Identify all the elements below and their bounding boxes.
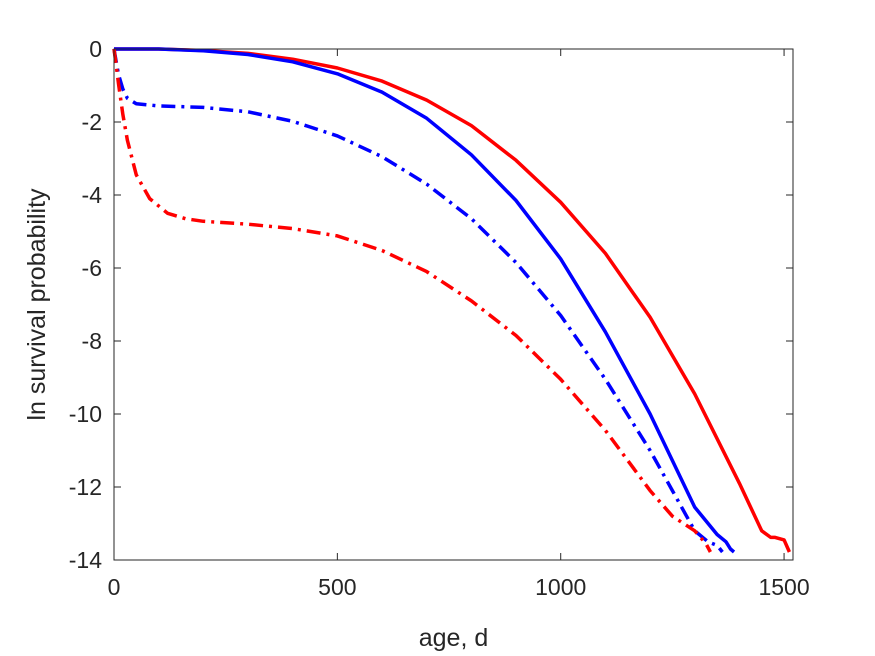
tick-labels: 0 500 1000 1500 0 -2 -4 -6 -8 -10 -12 -14 [69,36,810,600]
x-tick-label: 1000 [535,574,586,600]
y-tick-label: -14 [69,547,102,573]
y-axis-label: ln survival probability [23,188,51,421]
series-line-0 [114,47,792,553]
y-tick-label: -2 [82,109,102,135]
x-axis-label: age, d [419,624,489,652]
y-tick-label: -12 [69,474,102,500]
axis-ticks [113,48,793,561]
plot-lines [112,47,792,554]
series-line-3 [112,48,712,553]
y-tick-label: -6 [82,255,102,281]
plot-frame [113,48,794,561]
x-tick-label: 500 [318,574,356,600]
y-tick-label: -8 [82,328,102,354]
y-tick-label: -4 [82,182,103,208]
series-line-1 [114,47,736,554]
x-tick-label: 0 [108,574,121,600]
x-tick-label: 1500 [758,574,809,600]
y-tick-label: 0 [89,36,102,62]
y-tick-label: -10 [69,401,102,427]
series-line-2 [112,48,724,554]
